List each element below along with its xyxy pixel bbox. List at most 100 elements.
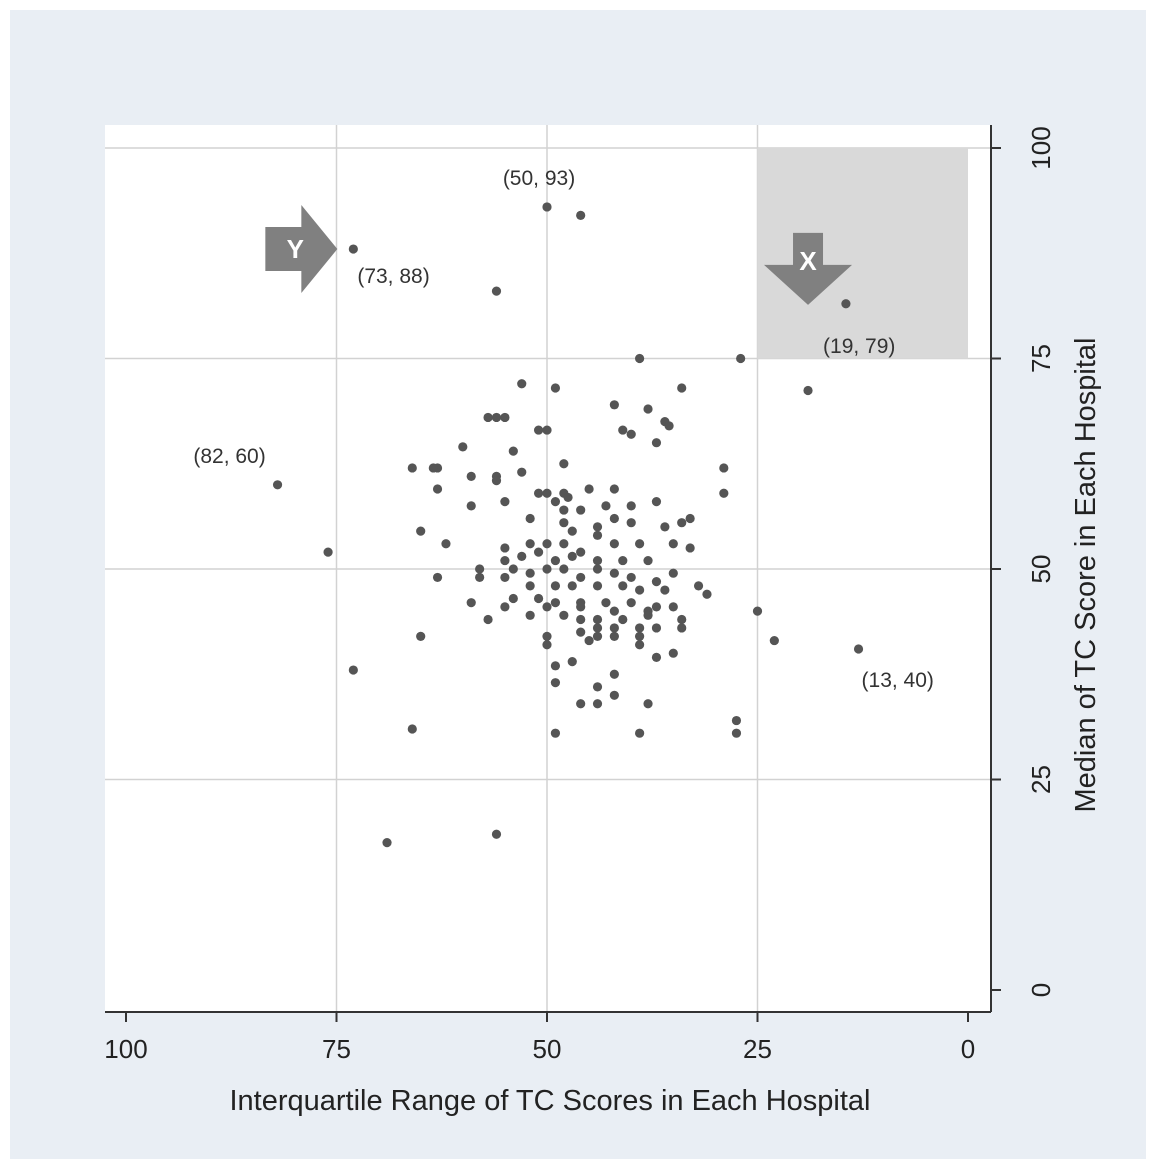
annotation-0: (50, 93): [503, 167, 575, 190]
arrow-marker-x: X: [764, 232, 853, 305]
data-point-97: [550, 581, 561, 591]
data-point-3: [491, 286, 502, 296]
data-point-123: [618, 614, 628, 625]
data-point-152: [643, 699, 653, 709]
axes: 100 75 50 25 0 0 25 50 75 100: [104, 125, 1056, 1064]
data-point-47: [576, 505, 586, 515]
data-point-145: [348, 665, 358, 675]
data-point-64: [559, 539, 569, 549]
annotation-2: (19, 79): [823, 335, 895, 358]
data-point-129: [592, 623, 603, 633]
data-point-32: [517, 467, 527, 477]
data-point-62: [525, 539, 535, 549]
data-point-144: [542, 640, 552, 650]
data-point-85: [559, 564, 569, 574]
data-point-81: [475, 564, 485, 574]
data-point-121: [576, 614, 586, 625]
arrow-label-y: Y: [287, 234, 304, 264]
data-point-126: [752, 606, 763, 616]
data-point-108: [601, 598, 611, 608]
x-tick-label-2: 50: [533, 1034, 562, 1064]
arrow-marker-y: Y: [265, 205, 338, 294]
data-point-130: [609, 623, 619, 633]
data-point-149: [550, 678, 561, 688]
data-point-11: [609, 400, 619, 410]
data-point-37: [542, 488, 552, 498]
data-point-50: [651, 497, 662, 507]
data-point-21: [626, 429, 636, 439]
data-point-48: [601, 501, 611, 511]
y-tick-label-4: 100: [1026, 126, 1056, 169]
data-point-157: [550, 728, 561, 738]
data-point-142: [651, 652, 662, 663]
data-point-160: [491, 829, 502, 839]
data-point-35: [432, 484, 443, 494]
data-point-124: [643, 610, 653, 620]
data-point-53: [592, 522, 603, 532]
data-point-112: [500, 602, 510, 612]
data-point-71: [500, 543, 510, 553]
annotations: (50, 93) (73, 88) (19, 79) (82, 60) (13, 40): [193, 167, 934, 692]
data-point-138: [635, 640, 645, 650]
annotation-3: (82, 60): [193, 445, 265, 468]
data-point-19: [542, 425, 552, 435]
data-point-134: [592, 631, 603, 641]
data-point-147: [567, 657, 577, 667]
data-point-61: [660, 522, 670, 532]
y-tick-label-3: 75: [1026, 344, 1056, 373]
data-point-0: [542, 202, 552, 212]
data-point-93: [500, 572, 510, 583]
data-point-92: [475, 572, 485, 583]
data-points: [272, 202, 864, 848]
data-point-13: [500, 412, 510, 423]
data-point-45: [550, 497, 561, 507]
scatter-chart: 100 75 50 25 0 0 25 50 75 100 (50, 93) (73, 88) (19…: [104, 125, 1102, 1117]
y-tick-label-0: 0: [1026, 983, 1056, 997]
data-point-87: [592, 564, 603, 574]
data-point-106: [550, 598, 561, 608]
data-point-140: [769, 635, 779, 646]
data-point-118: [483, 614, 493, 625]
data-point-77: [618, 555, 628, 566]
x-tick-label-4: 0: [961, 1034, 975, 1064]
data-point-79: [500, 555, 510, 566]
x-tick-label-3: 25: [743, 1034, 772, 1064]
data-point-26: [407, 463, 417, 473]
data-point-95: [432, 572, 443, 583]
data-point-100: [618, 581, 628, 591]
data-point-68: [668, 539, 678, 549]
data-point-59: [567, 526, 577, 536]
data-point-44: [500, 497, 510, 507]
data-point-4: [841, 299, 851, 309]
data-point-135: [609, 631, 619, 641]
data-point-58: [416, 526, 426, 536]
data-point-17: [664, 421, 674, 431]
data-point-115: [609, 606, 619, 616]
data-point-25: [559, 459, 569, 469]
data-point-98: [567, 581, 577, 591]
data-point-148: [609, 669, 619, 679]
data-point-20: [618, 425, 628, 435]
data-point-67: [635, 539, 645, 549]
data-point-39: [563, 492, 573, 503]
data-point-24: [508, 446, 518, 456]
data-point-158: [635, 728, 645, 738]
data-point-150: [592, 682, 603, 692]
data-point-75: [567, 551, 577, 561]
data-point-153: [576, 699, 586, 709]
data-point-6: [736, 353, 746, 364]
data-point-74: [550, 555, 561, 566]
data-point-7: [517, 379, 527, 389]
data-point-80: [517, 551, 527, 561]
data-point-49: [626, 501, 636, 511]
data-point-23: [458, 442, 468, 452]
data-point-10: [803, 385, 813, 396]
data-point-70: [441, 539, 451, 549]
data-point-86: [576, 572, 586, 583]
data-point-154: [592, 699, 603, 709]
data-point-117: [668, 602, 678, 612]
data-point-65: [576, 547, 586, 557]
data-point-120: [559, 610, 569, 620]
arrow-shape-x: [764, 232, 853, 305]
data-point-111: [466, 598, 476, 608]
